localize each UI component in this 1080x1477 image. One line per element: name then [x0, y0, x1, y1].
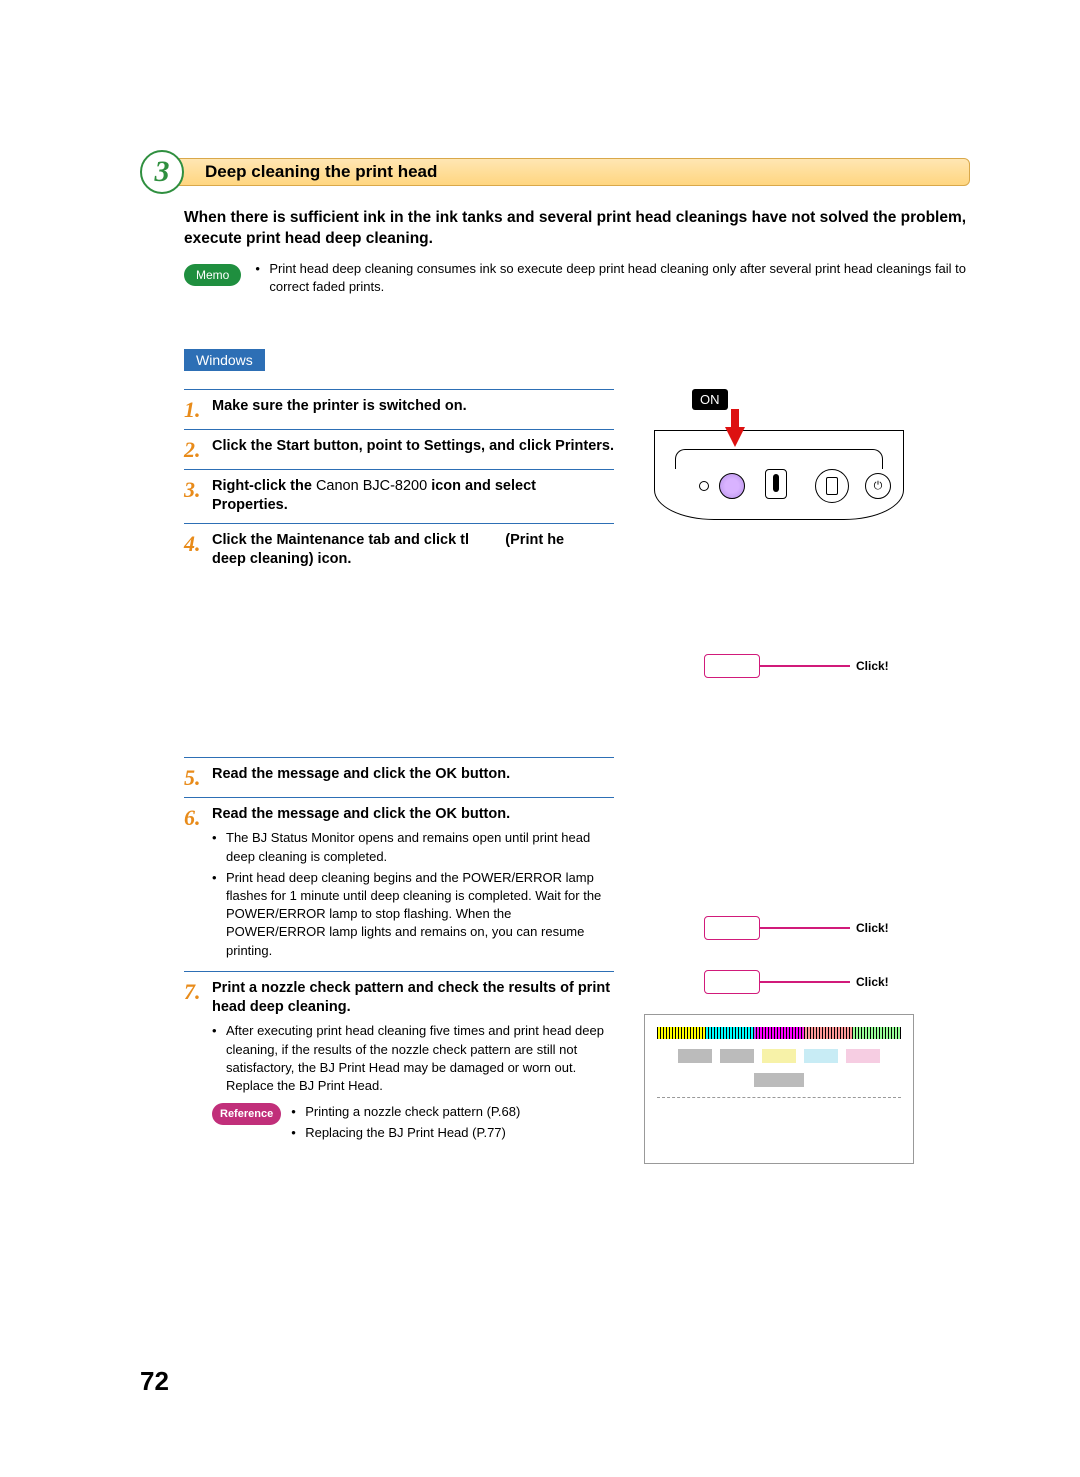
aux-button-icon: ⏻ [865, 473, 891, 499]
click-callout-2: Click! [704, 916, 970, 940]
step-text: Click the Start button, point to Setting… [212, 437, 614, 456]
step-number: 2. [184, 437, 212, 461]
step-4: 4. Click the Maintenance tab and click t… [184, 523, 614, 577]
power-button-icon [719, 473, 745, 499]
arrow-icon [725, 427, 745, 447]
steps-column: 1. Make sure the printer is switched on.… [184, 389, 614, 1153]
step-text: Read the message and click the OK button… [212, 805, 614, 963]
step-number: 4. [184, 531, 212, 555]
section-title-bar: Deep cleaning the print head [172, 158, 970, 186]
os-tag-windows: Windows [184, 349, 265, 371]
section-number-badge: 3 [140, 150, 184, 194]
arrow-icon [731, 409, 739, 429]
click-callout-1: Click! [704, 654, 970, 678]
step-number: 1. [184, 397, 212, 421]
reference-block: Reference Printing a nozzle check patter… [212, 1103, 614, 1145]
nozzle-check-diagram [644, 1014, 914, 1164]
step-7: 7. Print a nozzle check pattern and chec… [184, 971, 614, 1154]
click-label: Click! [856, 921, 889, 935]
callout-box-icon [704, 654, 760, 678]
section-header: 3 Deep cleaning the print head [140, 150, 970, 194]
click-label: Click! [856, 659, 889, 673]
section-intro: When there is sufficient ink in the ink … [184, 208, 970, 250]
step-text: Make sure the printer is switched on. [212, 397, 467, 416]
step-2: 2. Click the Start button, point to Sett… [184, 429, 614, 469]
step-3: 3. Right-click the Canon BJC-8200 icon a… [184, 469, 614, 523]
step-notes: The BJ Status Monitor opens and remains … [212, 829, 614, 959]
on-label: ON [692, 389, 728, 410]
step-text: Read the message and click the OK button… [212, 765, 510, 784]
click-label: Click! [856, 975, 889, 989]
step-number: 3. [184, 477, 212, 501]
step-5: 5. Read the message and click the OK but… [184, 757, 614, 797]
memo-text: Print head deep cleaning consumes ink so… [255, 260, 970, 299]
step-6: 6. Read the message and click the OK but… [184, 797, 614, 971]
callout-box-icon [704, 970, 760, 994]
step-text: Print a nozzle check pattern and check t… [212, 979, 614, 1146]
step-text: Click the Maintenance tab and click tl (… [212, 531, 564, 569]
resume-button-icon [815, 469, 849, 503]
memo-pill: Memo [184, 264, 241, 286]
step-1: 1. Make sure the printer is switched on. [184, 389, 614, 429]
printer-diagram: ⏻ [654, 430, 904, 520]
indicator-icon [765, 469, 787, 499]
step-number: 7. [184, 979, 212, 1003]
click-callout-3: Click! [704, 970, 970, 994]
page-number: 72 [140, 1366, 169, 1397]
callout-box-icon [704, 916, 760, 940]
reference-pill: Reference [212, 1103, 281, 1125]
led-icon [699, 481, 709, 491]
diagram-column: ON ⏻ Click! Click! [634, 389, 970, 1164]
step-number: 5. [184, 765, 212, 789]
step-notes: After executing print head cleaning five… [212, 1022, 614, 1095]
step-number: 6. [184, 805, 212, 829]
memo-block: Memo Print head deep cleaning consumes i… [184, 260, 970, 299]
step-text: Right-click the Canon BJC-8200 icon and … [212, 477, 614, 515]
